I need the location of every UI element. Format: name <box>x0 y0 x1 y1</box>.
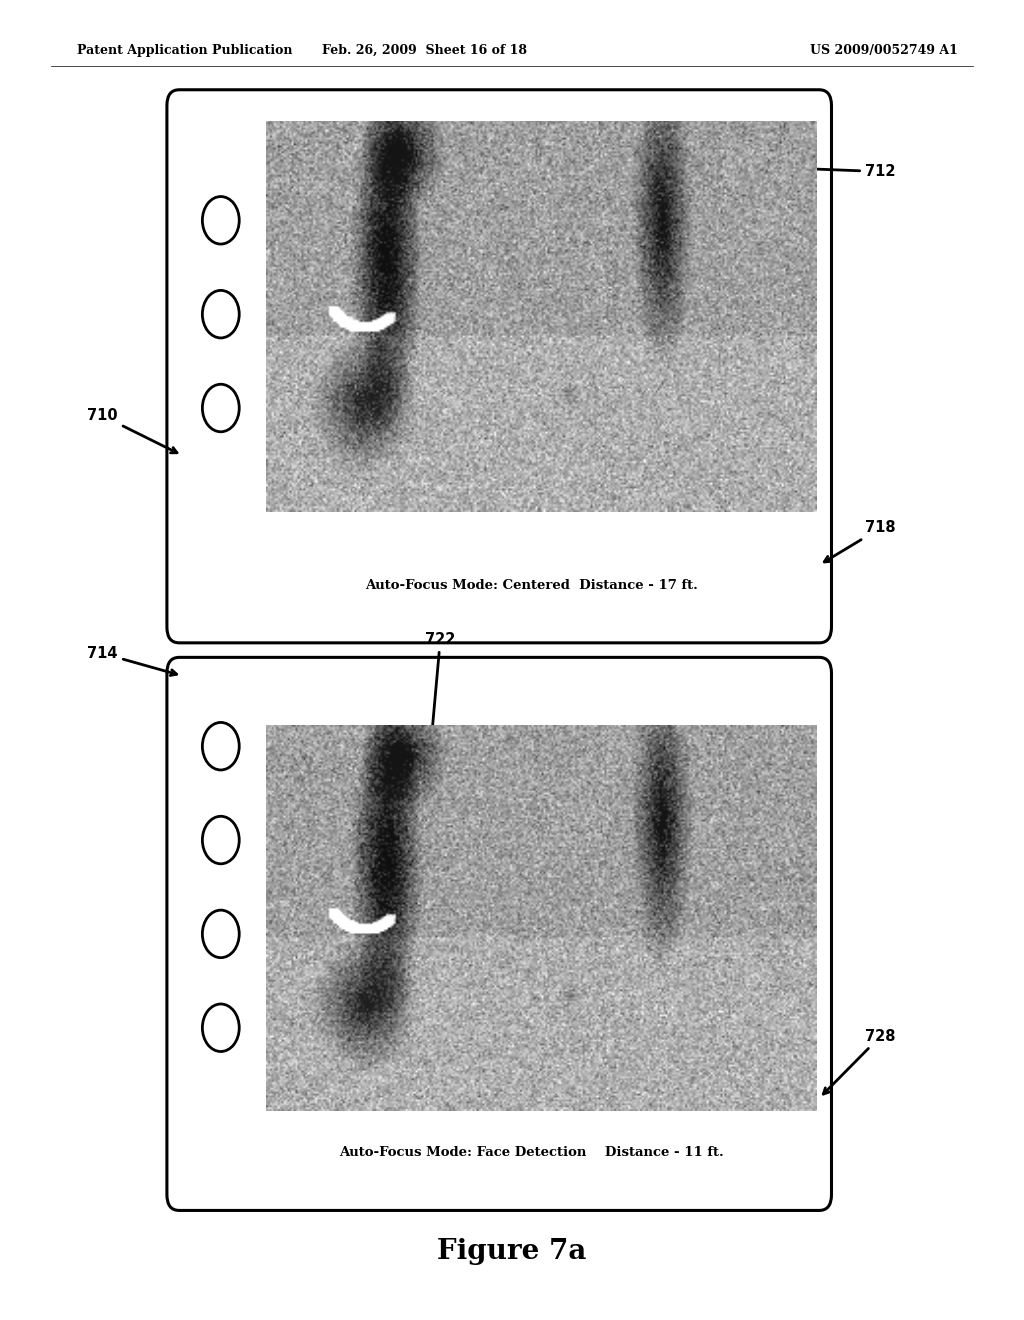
Text: US 2009/0052749 A1: US 2009/0052749 A1 <box>810 44 957 57</box>
Text: 714: 714 <box>87 645 176 676</box>
FancyBboxPatch shape <box>167 657 831 1210</box>
Text: 728: 728 <box>823 1028 896 1094</box>
Text: 722: 722 <box>418 632 456 865</box>
Text: Figure 7a: Figure 7a <box>437 1238 587 1265</box>
Text: 712: 712 <box>718 162 896 180</box>
Text: Patent Application Publication: Patent Application Publication <box>77 44 292 57</box>
Text: Auto-Focus Mode: Centered  Distance - 17 ft.: Auto-Focus Mode: Centered Distance - 17 … <box>365 578 697 591</box>
Text: 710: 710 <box>87 408 177 453</box>
Text: Auto-Focus Mode: Face Detection    Distance - 11 ft.: Auto-Focus Mode: Face Detection Distance… <box>339 1146 724 1159</box>
FancyBboxPatch shape <box>167 90 831 643</box>
Text: Feb. 26, 2009  Sheet 16 of 18: Feb. 26, 2009 Sheet 16 of 18 <box>323 44 527 57</box>
Text: 718: 718 <box>824 520 896 562</box>
